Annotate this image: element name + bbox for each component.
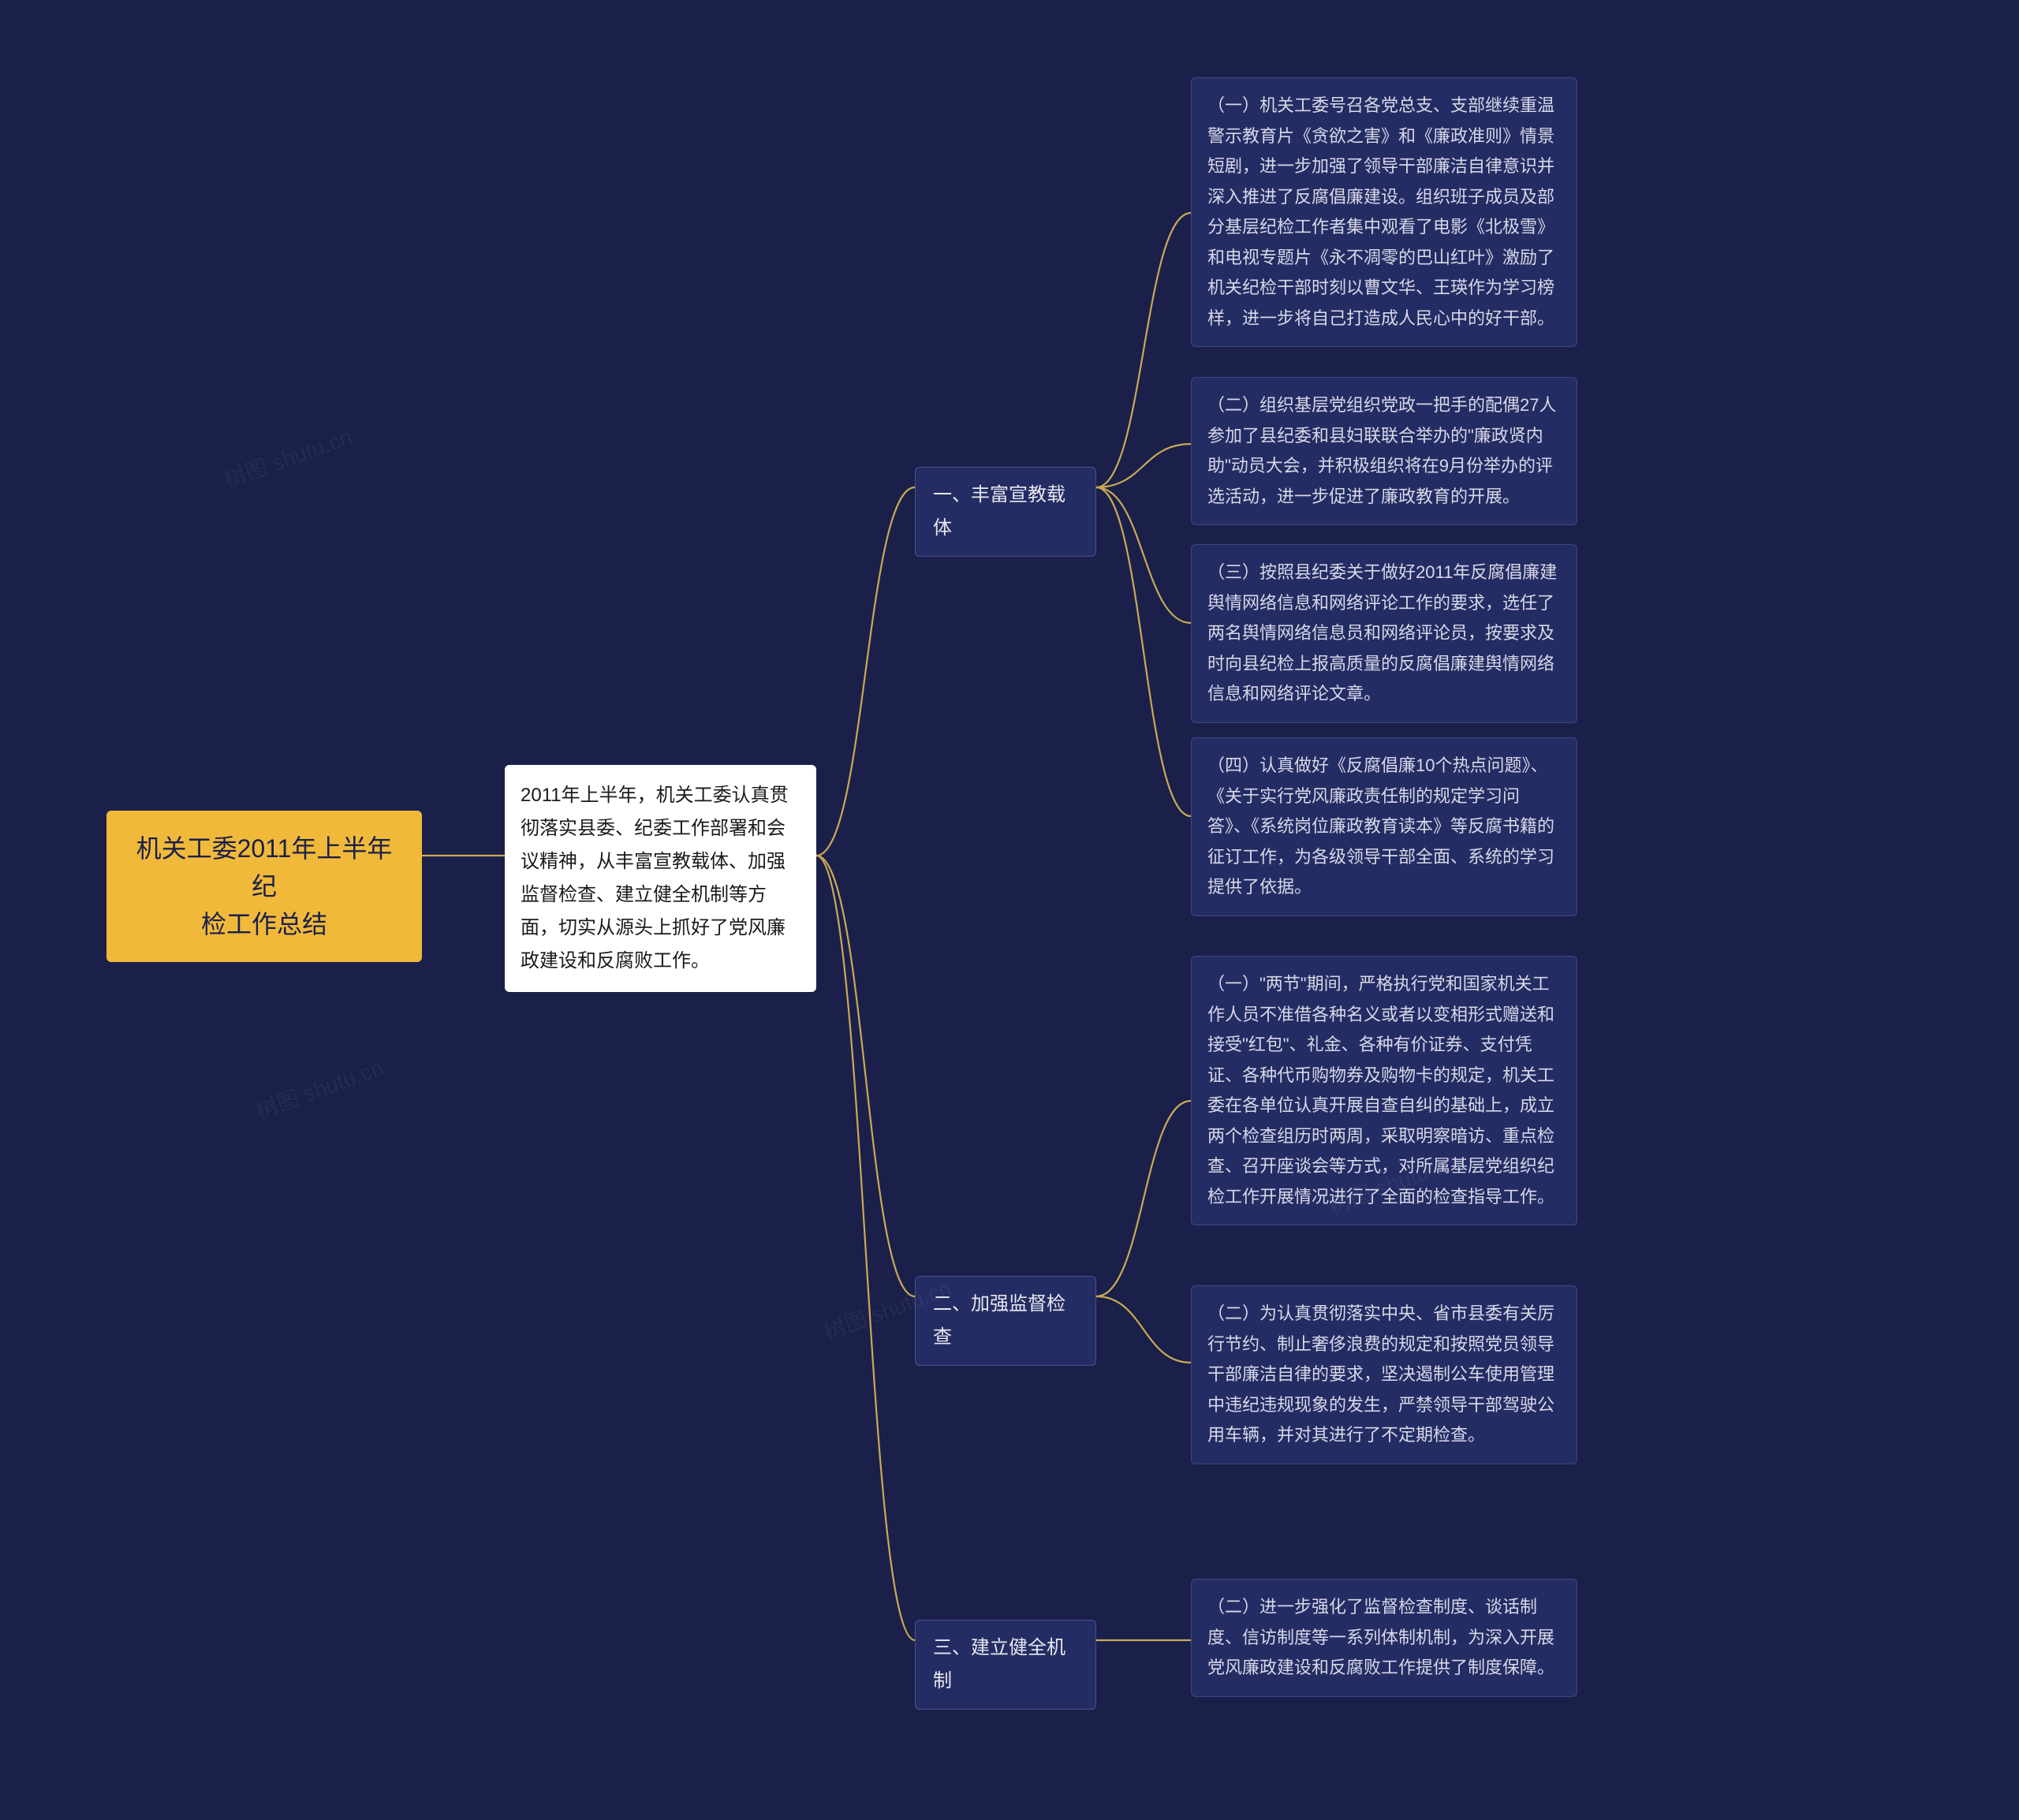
branch-node-3: 三、建立健全机制 bbox=[915, 1620, 1096, 1710]
watermark: 树图 shutu.cn bbox=[251, 1050, 387, 1126]
branch-label: 二、加强监督检查 bbox=[933, 1293, 1065, 1348]
leaf-text: （一）机关工委号召各党总支、支部继续重温警示教育片《贪欲之害》和《廉政准则》情景… bbox=[1207, 95, 1554, 328]
root-title-l2: 检工作总结 bbox=[124, 905, 405, 943]
leaf-node-2: （二）组织基层党组织党政一把手的配偶27人参加了县纪委和县妇联联合举办的"廉政贤… bbox=[1191, 377, 1577, 525]
root-title-l1: 机关工委2011年上半年纪 bbox=[124, 830, 405, 905]
leaf-node-4: （四）认真做好《反腐倡廉10个热点问题》、《关于实行党风廉政责任制的规定学习问答… bbox=[1191, 737, 1577, 916]
leaf-text: （三）按照县纪委关于做好2011年反腐倡廉建舆情网络信息和网络评论工作的要求，选… bbox=[1207, 562, 1557, 703]
branch-node-2: 二、加强监督检查 bbox=[915, 1276, 1096, 1366]
branch-label: 一、丰富宣教载体 bbox=[933, 484, 1065, 539]
branch-label: 三、建立健全机制 bbox=[933, 1637, 1065, 1691]
leaf-node-6: （二）为认真贯彻落实中央、省市县委有关厉行节约、制止奢侈浪费的规定和按照党员领导… bbox=[1191, 1285, 1577, 1464]
leaf-text: （二）组织基层党组织党政一把手的配偶27人参加了县纪委和县妇联联合举办的"廉政贤… bbox=[1207, 395, 1556, 506]
leaf-text: （二）进一步强化了监督检查制度、谈话制度、信访制度等一系列体制机制，为深入开展党… bbox=[1207, 1597, 1554, 1677]
leaf-node-1: （一）机关工委号召各党总支、支部继续重温警示教育片《贪欲之害》和《廉政准则》情景… bbox=[1191, 77, 1577, 347]
leaf-text: （二）为认真贯彻落实中央、省市县委有关厉行节约、制止奢侈浪费的规定和按照党员领导… bbox=[1207, 1303, 1554, 1445]
intro-text: 2011年上半年，机关工委认真贯彻落实县委、纪委工作部署和会议精神，从丰富宣教载… bbox=[521, 785, 789, 972]
leaf-text: （一）"两节"期间，严格执行党和国家机关工作人员不准借各种名义或者以变相形式赠送… bbox=[1207, 974, 1554, 1206]
leaf-node-5: （一）"两节"期间，严格执行党和国家机关工作人员不准借各种名义或者以变相形式赠送… bbox=[1191, 956, 1577, 1225]
root-node: 机关工委2011年上半年纪 检工作总结 bbox=[106, 811, 422, 962]
watermark: 树图 shutu.cn bbox=[219, 420, 356, 495]
branch-node-1: 一、丰富宣教载体 bbox=[915, 467, 1096, 557]
leaf-text: （四）认真做好《反腐倡廉10个热点问题》、《关于实行党风廉政责任制的规定学习问答… bbox=[1207, 755, 1554, 897]
leaf-node-7: （二）进一步强化了监督检查制度、谈话制度、信访制度等一系列体制机制，为深入开展党… bbox=[1191, 1579, 1577, 1697]
leaf-node-3: （三）按照县纪委关于做好2011年反腐倡廉建舆情网络信息和网络评论工作的要求，选… bbox=[1191, 544, 1577, 723]
intro-node: 2011年上半年，机关工委认真贯彻落实县委、纪委工作部署和会议精神，从丰富宣教载… bbox=[505, 765, 816, 992]
